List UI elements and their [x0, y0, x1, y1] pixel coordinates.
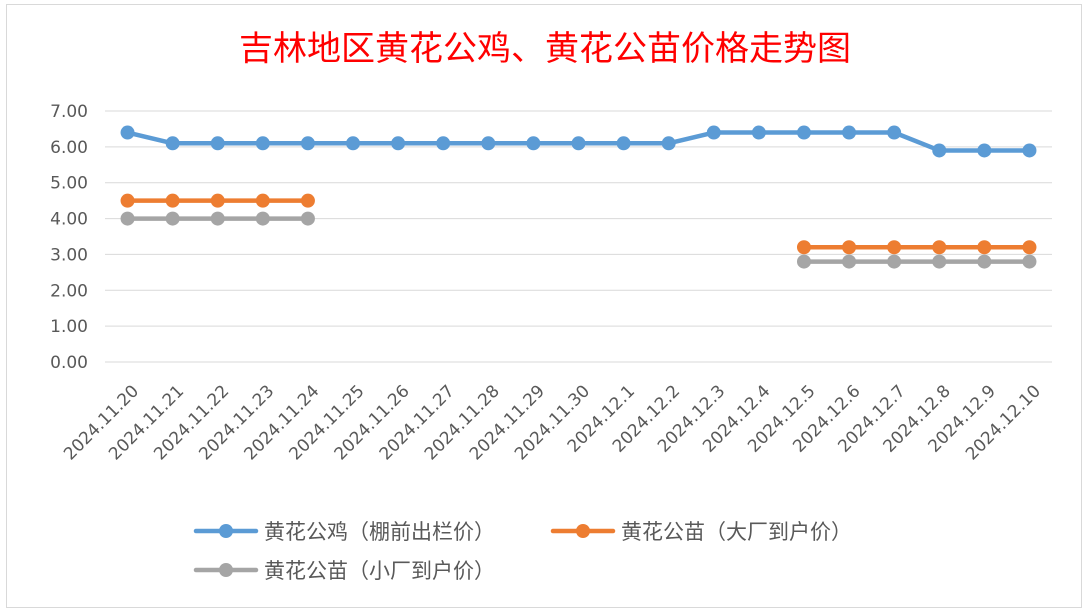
- y-axis: 0.00 1.00 2.00 3.00 4.00 5.00 6.00 7.00: [50, 102, 88, 373]
- legend-swatch-marker: [576, 524, 590, 538]
- legend-swatch-marker: [219, 563, 233, 577]
- data-point: [255, 211, 270, 226]
- data-point: [436, 136, 451, 151]
- legend-item: 黄花公苗（大厂到户价）: [550, 520, 852, 544]
- series-group: [120, 125, 1037, 269]
- data-point: [120, 125, 135, 140]
- data-point: [796, 125, 811, 140]
- data-point: [1022, 240, 1037, 255]
- data-point: [977, 254, 992, 269]
- y-tick-label: 5.00: [50, 174, 88, 194]
- data-point: [255, 193, 270, 208]
- data-point: [977, 143, 992, 158]
- legend-swatch-marker: [219, 524, 233, 538]
- data-point: [1022, 254, 1037, 269]
- data-point: [887, 254, 902, 269]
- data-point: [165, 211, 180, 226]
- data-point: [120, 193, 135, 208]
- y-tick-label: 7.00: [50, 102, 88, 122]
- series-1: [120, 125, 1037, 158]
- y-tick-label: 0.00: [50, 353, 88, 373]
- y-tick-label: 6.00: [50, 138, 88, 158]
- data-point: [616, 136, 631, 151]
- data-point: [887, 125, 902, 140]
- data-point: [796, 240, 811, 255]
- data-point: [210, 193, 225, 208]
- data-point: [300, 193, 315, 208]
- data-point: [391, 136, 406, 151]
- data-point: [842, 125, 857, 140]
- data-point: [932, 254, 947, 269]
- series-2: [120, 193, 1037, 255]
- x-axis: 2024.11.202024.11.212024.11.222024.11.23…: [60, 381, 1045, 464]
- data-point: [300, 211, 315, 226]
- data-point: [751, 125, 766, 140]
- data-point: [481, 136, 496, 151]
- data-point: [346, 136, 361, 151]
- data-point: [120, 211, 135, 226]
- legend-item: 黄花公苗（小厂到户价）: [193, 559, 495, 583]
- data-point: [210, 136, 225, 151]
- legend-label: 黄花公苗（大厂到户价）: [621, 520, 852, 544]
- data-point: [1022, 143, 1037, 158]
- legend-label: 黄花公鸡（棚前出栏价）: [264, 520, 495, 544]
- data-point: [706, 125, 721, 140]
- legend-label: 黄花公苗（小厂到户价）: [264, 559, 495, 583]
- data-point: [932, 240, 947, 255]
- data-point: [526, 136, 541, 151]
- y-tick-label: 1.00: [50, 317, 88, 337]
- data-point: [165, 136, 180, 151]
- legend-item: 黄花公鸡（棚前出栏价）: [193, 520, 495, 544]
- chart-frame: [6, 4, 1082, 608]
- data-point: [571, 136, 586, 151]
- y-tick-label: 4.00: [50, 210, 88, 230]
- data-point: [932, 143, 947, 158]
- y-tick-label: 2.00: [50, 281, 88, 301]
- data-point: [165, 193, 180, 208]
- data-point: [210, 211, 225, 226]
- data-point: [977, 240, 992, 255]
- data-point: [661, 136, 676, 151]
- data-point: [887, 240, 902, 255]
- data-point: [842, 240, 857, 255]
- data-point: [796, 254, 811, 269]
- chart-title: 吉林地区黄花公鸡、黄花公苗价格走势图: [239, 29, 851, 69]
- data-point: [842, 254, 857, 269]
- y-tick-label: 3.00: [50, 245, 88, 265]
- data-point: [300, 136, 315, 151]
- legend: 黄花公鸡（棚前出栏价） 黄花公苗（大厂到户价） 黄花公苗（小厂到户价）: [193, 520, 852, 583]
- series-3: [120, 211, 1037, 269]
- data-point: [255, 136, 270, 151]
